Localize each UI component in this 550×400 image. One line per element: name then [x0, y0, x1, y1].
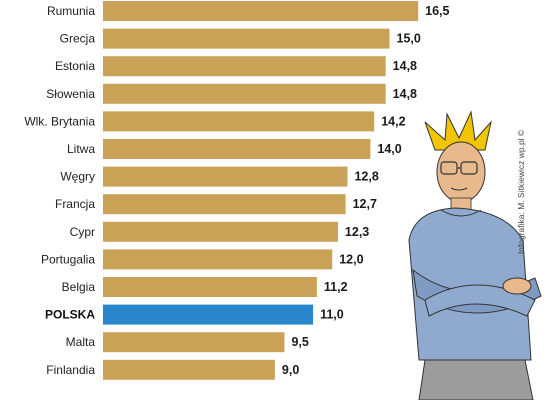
category-label-0: Rumunia [47, 4, 95, 18]
category-label-6: Węgry [60, 170, 95, 184]
credit-text: Infografika: M. Sitkiewicz wp.pl © [516, 129, 526, 255]
value-label-9: 12,0 [339, 252, 363, 266]
bar-5 [103, 139, 371, 159]
bar-6 [103, 166, 348, 187]
category-label-3: Słowenia [46, 87, 95, 101]
value-label-5: 14,0 [377, 142, 401, 156]
category-label-1: Grecja [60, 32, 96, 46]
category-label-4: Wlk. Brytania [24, 114, 95, 128]
bar-11 [103, 304, 314, 325]
bar-9 [103, 249, 333, 270]
bar-10 [103, 277, 317, 297]
value-label-0: 16,5 [425, 4, 449, 18]
value-label-4: 14,2 [381, 114, 405, 128]
value-label-6: 12,8 [354, 170, 378, 184]
bar-4 [103, 111, 375, 132]
value-label-12: 9,5 [291, 335, 308, 349]
category-label-9: Portugalia [41, 252, 95, 266]
value-label-8: 12,3 [345, 225, 369, 239]
bar-13 [103, 359, 275, 380]
category-label-5: Litwa [67, 142, 95, 156]
value-label-10: 11,2 [324, 280, 348, 294]
category-label-10: Belgia [62, 280, 96, 294]
bar-7 [103, 194, 346, 215]
value-label-1: 15,0 [397, 32, 421, 46]
bar-1 [103, 28, 390, 49]
value-label-13: 9,0 [282, 363, 299, 377]
bar-8 [103, 221, 338, 242]
bar-0 [103, 1, 419, 21]
value-label-7: 12,7 [353, 197, 377, 211]
value-label-2: 14,8 [393, 59, 417, 73]
category-label-2: Estonia [55, 59, 95, 73]
category-label-12: Malta [66, 335, 96, 349]
value-label-11: 11,0 [320, 308, 344, 322]
category-label-8: Cypr [70, 225, 95, 239]
person-illustration [408, 110, 542, 400]
category-label-7: Francja [55, 197, 95, 211]
category-label-11: POLSKA [45, 308, 95, 322]
bar-12 [103, 332, 285, 353]
value-label-3: 14,8 [393, 87, 417, 101]
bar-2 [103, 56, 386, 77]
bar-3 [103, 83, 386, 104]
category-label-13: Finlandia [46, 363, 95, 377]
